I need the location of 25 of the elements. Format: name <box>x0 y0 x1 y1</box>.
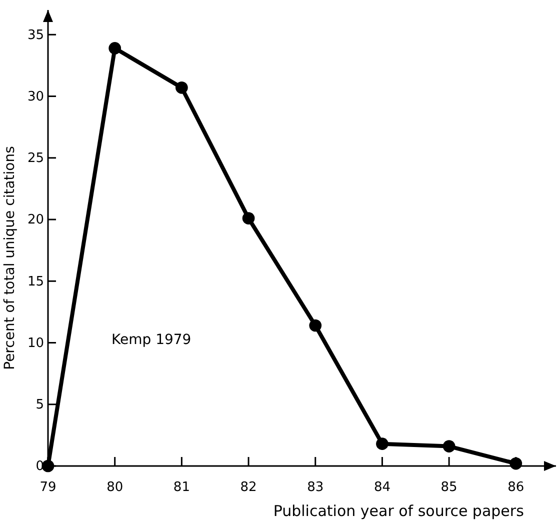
x-tick-label: 85 <box>440 480 458 496</box>
point <box>176 81 188 94</box>
y-tick-label: 10 <box>27 336 44 351</box>
point <box>242 212 255 224</box>
x-tick-label: 80 <box>106 480 124 496</box>
y-tick-label: 25 <box>27 151 44 166</box>
y-tick-label: 5 <box>36 398 44 413</box>
x-tick-label: 82 <box>240 480 257 496</box>
x-tick-label: 83 <box>307 480 324 496</box>
y-tick-label: 20 <box>27 212 44 228</box>
x-axis-title: Publication year of source papers <box>273 502 524 520</box>
y-axis-title: Percent of total unique citations <box>2 146 18 370</box>
point <box>309 319 322 332</box>
annotation: Kemp 1979 <box>112 332 192 348</box>
x-tick-label: 81 <box>173 480 190 496</box>
x-tick-label: 79 <box>40 480 56 496</box>
y-tick-label: 15 <box>27 274 44 290</box>
x-tick-label: 84 <box>374 480 390 496</box>
y-tick-label: 30 <box>27 89 44 104</box>
x-tick-label: 86 <box>508 480 524 496</box>
y-tick-label: 35 <box>27 28 44 43</box>
point <box>510 457 522 470</box>
point <box>376 438 388 450</box>
point <box>108 42 122 54</box>
point <box>442 440 456 452</box>
